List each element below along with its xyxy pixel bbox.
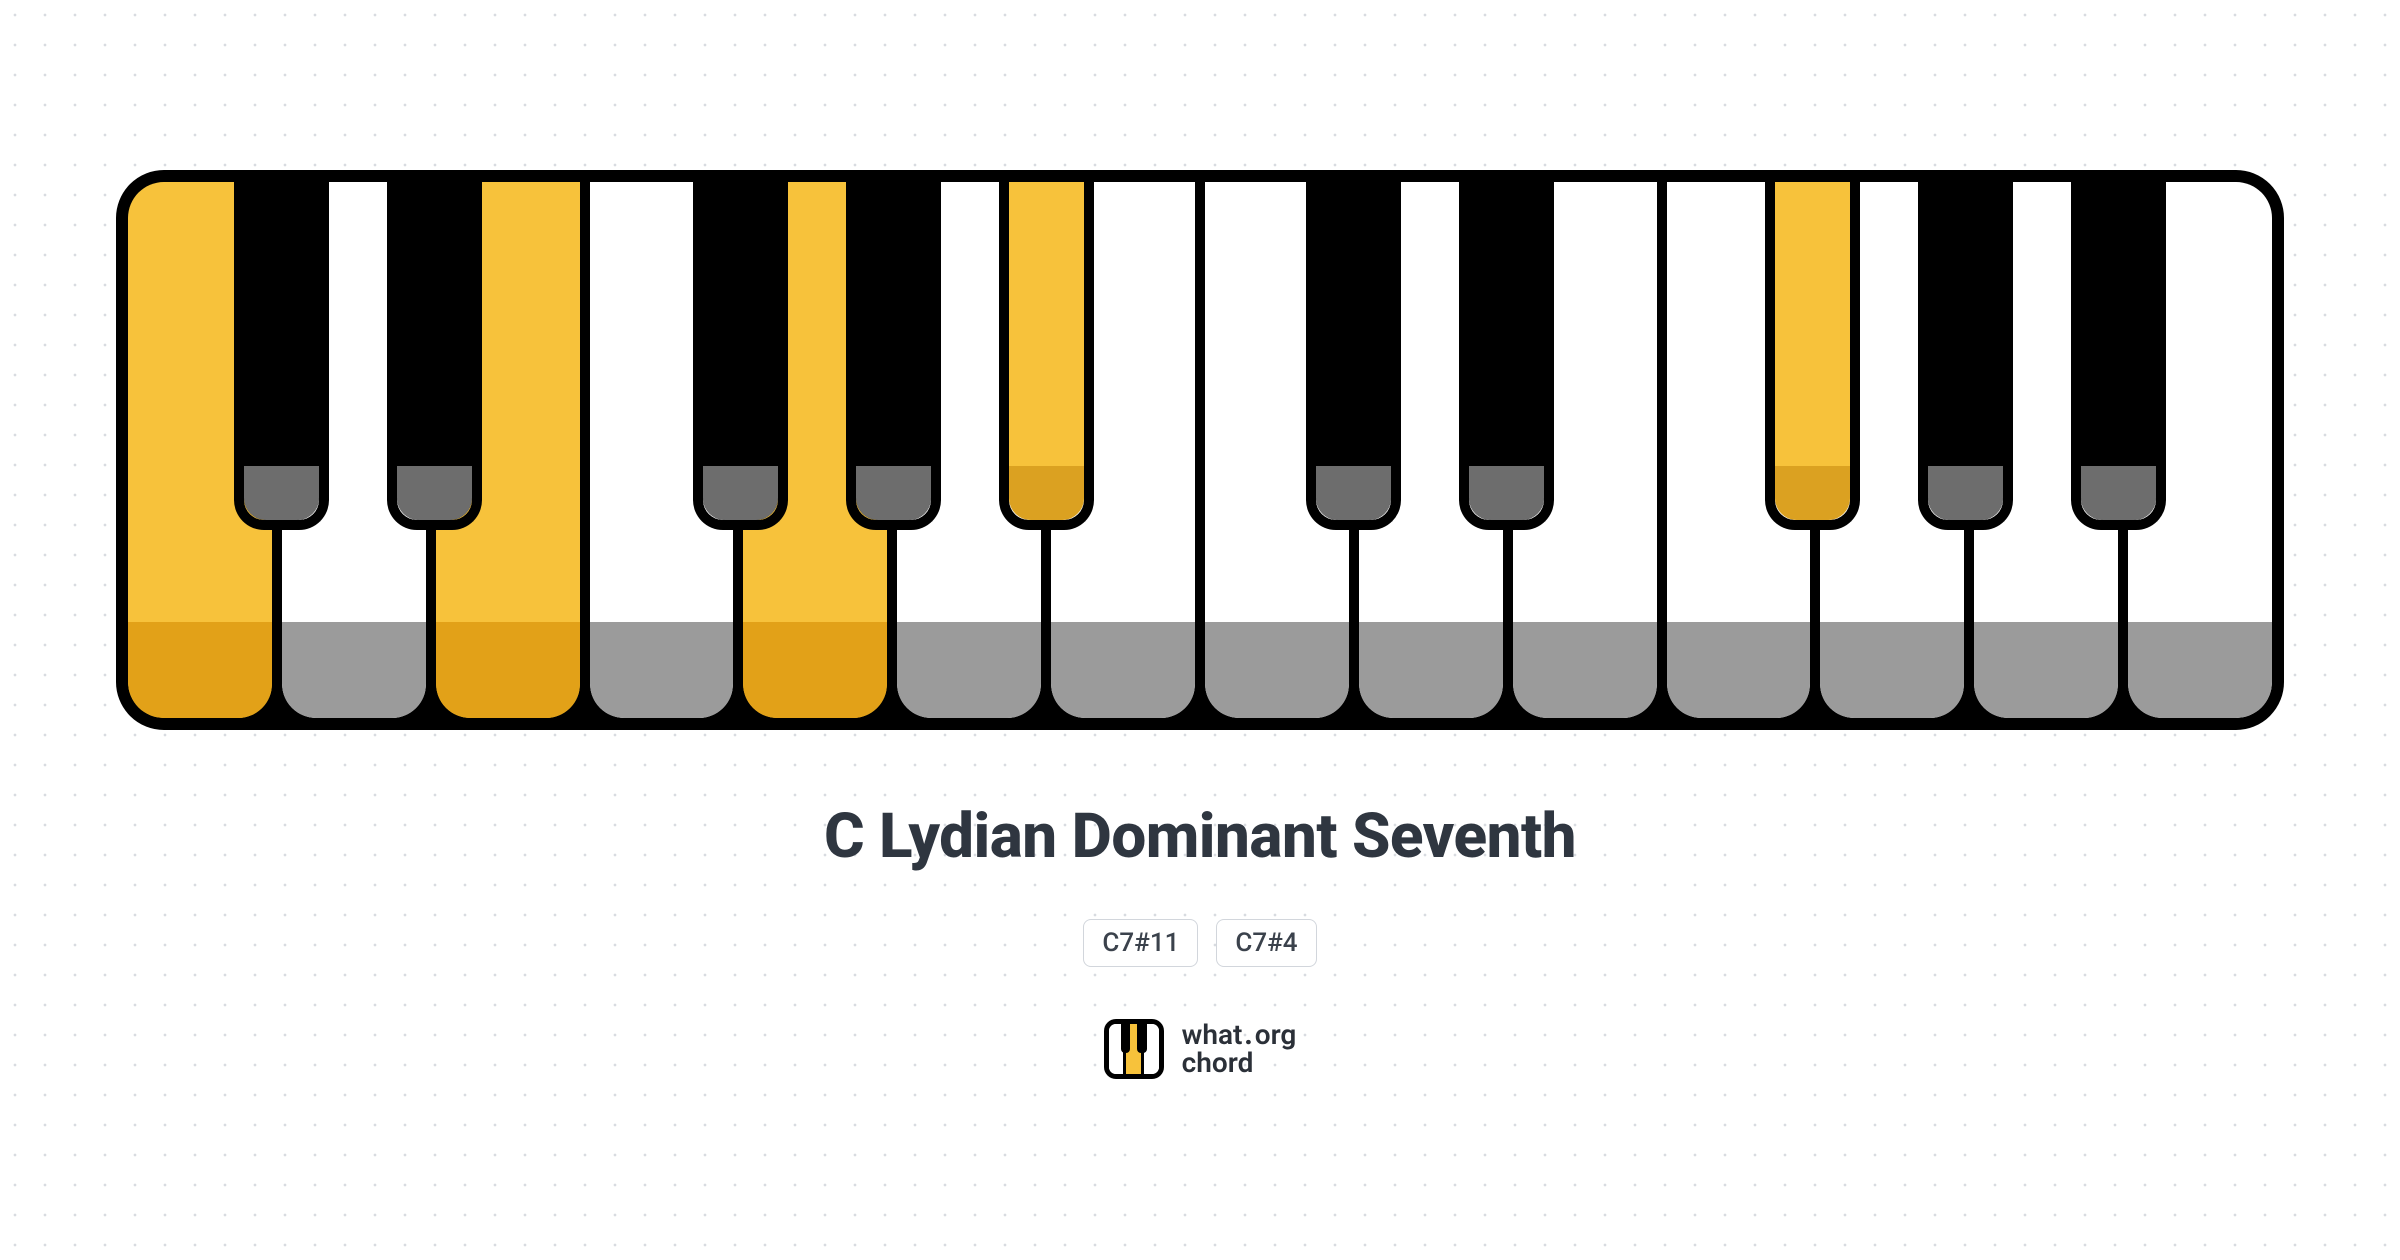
brand-text-chord: chord xyxy=(1182,1049,1297,1077)
white-key xyxy=(128,182,282,718)
white-key xyxy=(1205,182,1359,718)
white-key xyxy=(1820,182,1974,718)
white-key xyxy=(1974,182,2128,718)
white-key xyxy=(1051,182,1205,718)
white-key xyxy=(1359,182,1513,718)
white-keys-row xyxy=(128,182,2272,718)
brand-text-org: org xyxy=(1255,1021,1297,1049)
brand-text-what: what xyxy=(1182,1021,1243,1049)
white-key xyxy=(1667,182,1821,718)
chord-title: C Lydian Dominant Seventh xyxy=(824,800,1576,873)
chord-symbol-tag: C7#4 xyxy=(1216,919,1316,967)
white-key xyxy=(2128,182,2272,718)
brand-text: what . org chord xyxy=(1182,1021,1297,1077)
brand-text-dot: . xyxy=(1242,1021,1254,1049)
white-key xyxy=(282,182,436,718)
white-key xyxy=(1513,182,1667,718)
chord-symbol-tag: C7#11 xyxy=(1083,919,1198,967)
keyboard-frame xyxy=(116,170,2284,730)
white-key xyxy=(436,182,590,718)
white-key xyxy=(590,182,744,718)
white-key xyxy=(743,182,897,718)
white-key xyxy=(897,182,1051,718)
piano-keyboard xyxy=(116,170,2284,730)
brand: what . org chord xyxy=(1104,1019,1297,1079)
chord-symbol-tags: C7#11 C7#4 xyxy=(1083,919,1316,967)
brand-icon xyxy=(1104,1019,1164,1079)
